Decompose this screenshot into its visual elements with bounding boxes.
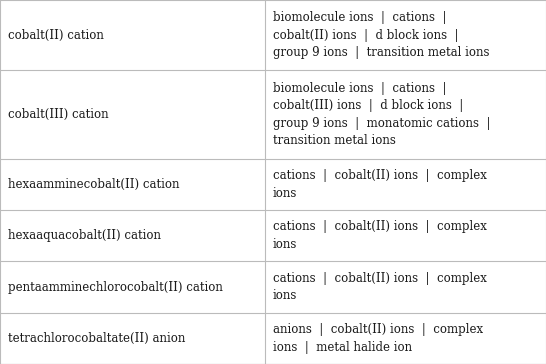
- Text: cations  |  cobalt(II) ions  |  complex
ions: cations | cobalt(II) ions | complex ions: [273, 221, 486, 251]
- Text: hexaaquacobalt(II) cation: hexaaquacobalt(II) cation: [8, 229, 161, 242]
- Text: tetrachlorocobaltate(II) anion: tetrachlorocobaltate(II) anion: [8, 332, 186, 345]
- Text: biomolecule ions  |  cations  |
cobalt(II) ions  |  d block ions  |
group 9 ions: biomolecule ions | cations | cobalt(II) …: [273, 11, 489, 59]
- Text: biomolecule ions  |  cations  |
cobalt(III) ions  |  d block ions  |
group 9 ion: biomolecule ions | cations | cobalt(III)…: [273, 82, 490, 147]
- Text: cations  |  cobalt(II) ions  |  complex
ions: cations | cobalt(II) ions | complex ions: [273, 272, 486, 302]
- Text: cobalt(II) cation: cobalt(II) cation: [8, 28, 104, 41]
- Text: hexaamminecobalt(II) cation: hexaamminecobalt(II) cation: [8, 178, 180, 191]
- Text: cobalt(III) cation: cobalt(III) cation: [8, 108, 109, 121]
- Text: anions  |  cobalt(II) ions  |  complex
ions  |  metal halide ion: anions | cobalt(II) ions | complex ions …: [273, 323, 483, 353]
- Text: pentaamminechlorocobalt(II) cation: pentaamminechlorocobalt(II) cation: [8, 281, 223, 293]
- Text: cations  |  cobalt(II) ions  |  complex
ions: cations | cobalt(II) ions | complex ions: [273, 169, 486, 200]
